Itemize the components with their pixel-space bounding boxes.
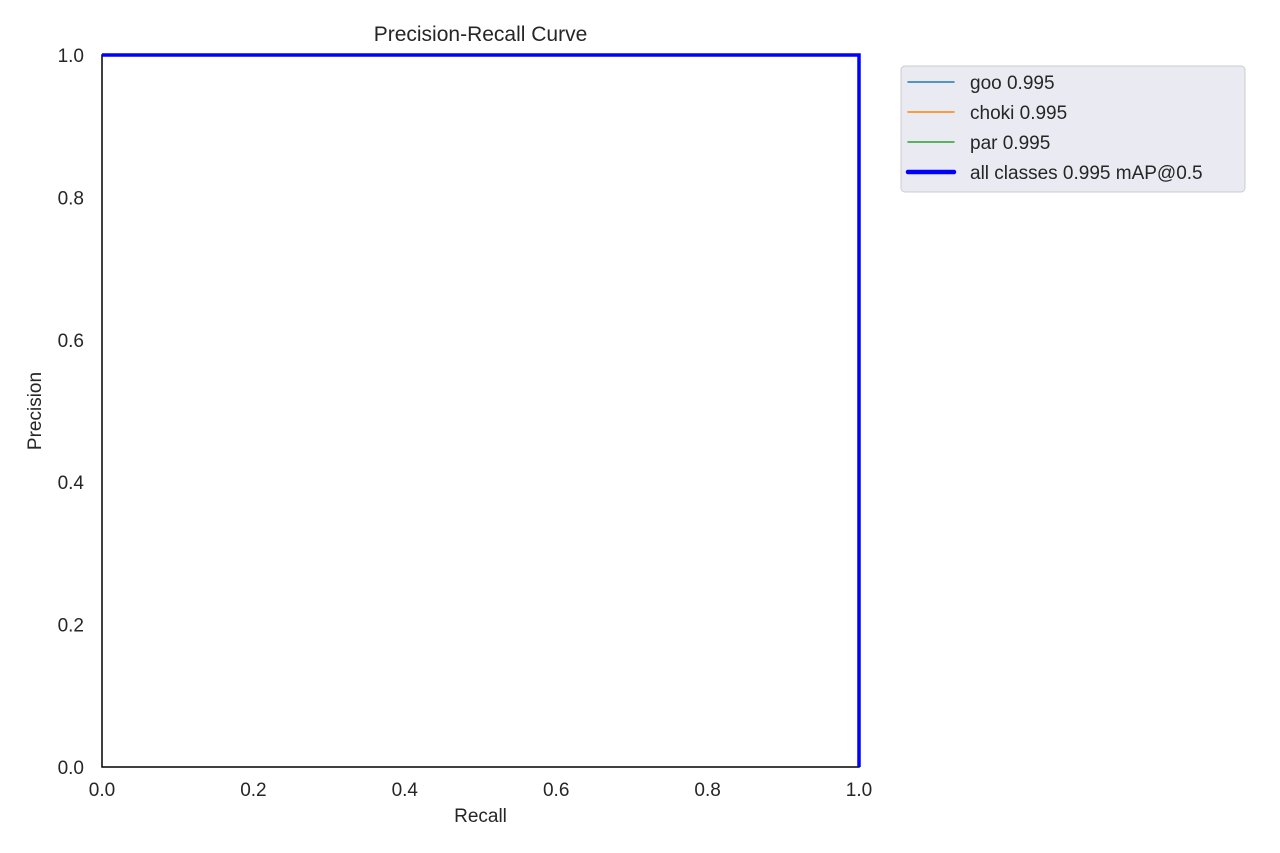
legend-items: goo 0.995 choki 0.995 par 0.995 all classes… (905, 73, 1203, 184)
x-tick-label: 0.8 (694, 780, 720, 801)
x-tick-label: 0.4 (392, 780, 419, 801)
y-tick-label: 0.4 (58, 473, 85, 494)
y-tick-label: 0.6 (58, 331, 84, 352)
legend-label: all classes 0.995 mAP@0.5 (970, 163, 1203, 184)
x-axis-title: Recall (454, 806, 507, 827)
plot-area (101, 54, 860, 768)
series-line-4 (102, 53, 861, 767)
x-tick-labels: 0.0 0.2 0.4 0.6 0.8 1.0 (89, 780, 872, 801)
legend-label: choki 0.995 (970, 103, 1067, 124)
x-tick-label: 0.0 (89, 780, 115, 801)
y-tick-label: 1.0 (58, 46, 84, 67)
x-tick-label: 0.6 (543, 780, 569, 801)
y-tick-label: 0.0 (58, 758, 84, 779)
y-axis-title: Precision (25, 372, 46, 450)
legend-label: par 0.995 (970, 133, 1050, 154)
y-tick-labels: 0.0 0.2 0.4 0.6 0.8 1.0 (58, 46, 85, 779)
x-tick-label: 0.2 (240, 780, 266, 801)
legend-label: goo 0.995 (970, 73, 1055, 94)
chart-title: Precision-Recall Curve (374, 23, 588, 46)
y-tick-label: 0.8 (58, 188, 84, 209)
legend-box (900, 65, 1246, 193)
legend: goo 0.995 choki 0.995 par 0.995 all classes… (900, 65, 1246, 193)
series-layer (102, 53, 861, 767)
x-tick-label: 1.0 (846, 780, 872, 801)
y-tick-label: 0.2 (58, 616, 84, 637)
